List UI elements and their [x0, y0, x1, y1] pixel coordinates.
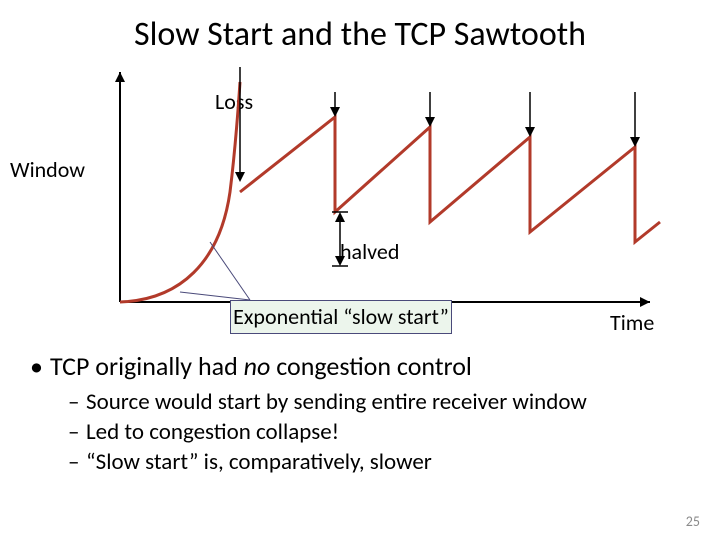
- bullet-sub-2-text: “Slow start” is, comparatively, slower: [86, 448, 432, 476]
- slow-start-callout: Exponential “slow start”: [230, 300, 452, 334]
- bullet-dash: –: [68, 388, 86, 416]
- bullet-main: •TCP originally had no congestion contro…: [30, 350, 690, 382]
- bullet-dash: –: [68, 448, 86, 476]
- bullet-sub-2: –“Slow start” is, comparatively, slower: [68, 448, 690, 476]
- bullet-list: •TCP originally had no congestion contro…: [30, 350, 690, 478]
- bullet-sub-0: –Source would start by sending entire re…: [68, 388, 690, 416]
- bullet-sub-1: –Led to congestion collapse!: [68, 418, 690, 446]
- bullet-main-suffix: congestion control: [270, 350, 472, 382]
- slide: Slow Start and the TCP Sawtooth Window L…: [0, 0, 720, 540]
- bullet-sub-0-text: Source would start by sending entire rec…: [86, 388, 587, 416]
- bullet-sub-1-text: Led to congestion collapse!: [86, 418, 339, 446]
- bullet-dot: •: [30, 350, 50, 382]
- bullet-dash: –: [68, 418, 86, 446]
- bullet-main-italic: no: [244, 350, 271, 382]
- slide-title: Slow Start and the TCP Sawtooth: [0, 14, 720, 55]
- page-number: 25: [686, 513, 700, 530]
- y-axis-label: Window: [10, 156, 85, 183]
- bullet-main-prefix: TCP originally had: [50, 350, 244, 382]
